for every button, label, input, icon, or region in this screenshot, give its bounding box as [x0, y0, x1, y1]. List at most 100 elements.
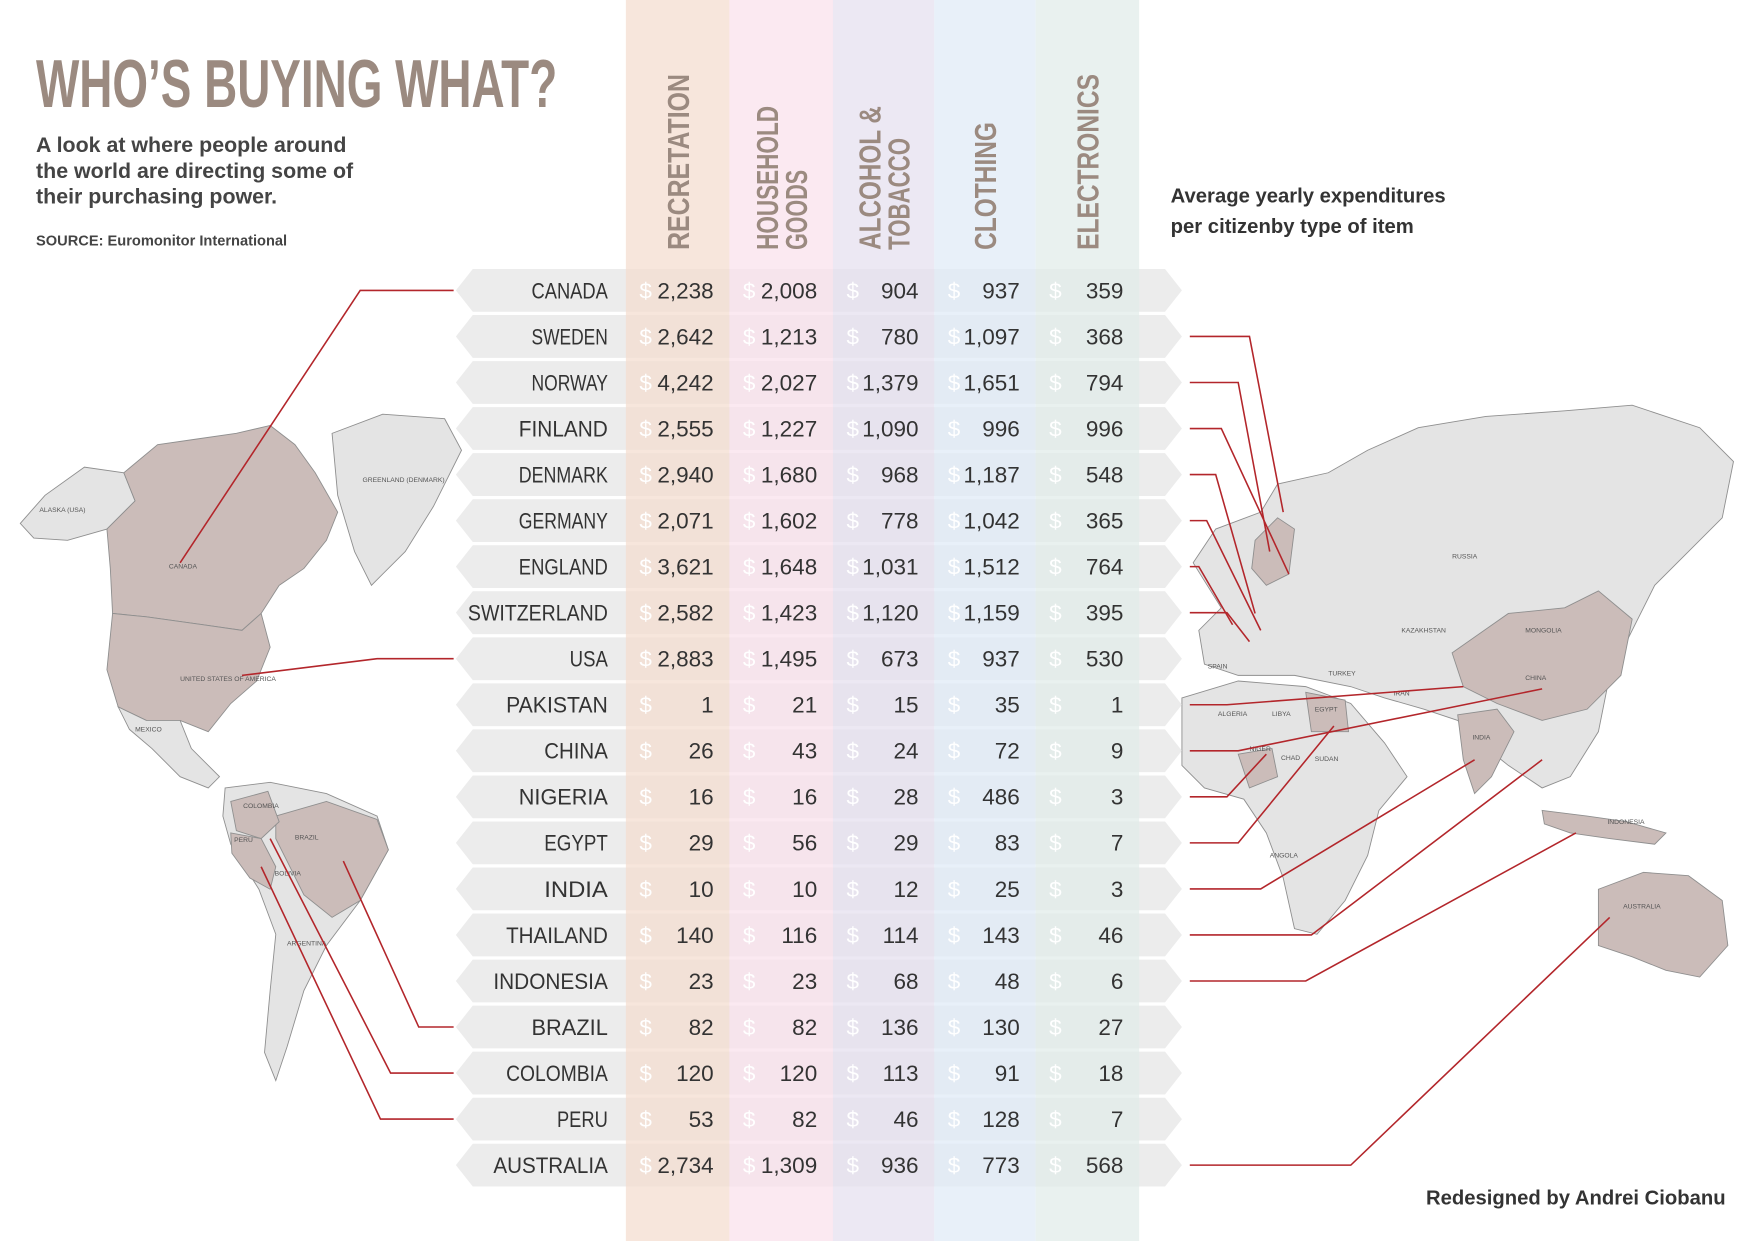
currency-sign: $ — [846, 877, 859, 902]
currency-sign: $ — [1049, 555, 1062, 580]
cell-value: 1 — [1111, 693, 1124, 718]
cell-value: 4,242 — [657, 370, 713, 395]
cell-value: 48 — [995, 969, 1020, 994]
cell-value: 937 — [982, 278, 1020, 303]
currency-sign: $ — [948, 370, 961, 395]
currency-sign: $ — [639, 923, 652, 948]
map-label: INDIA — [1472, 735, 1491, 742]
currency-sign: $ — [1049, 1107, 1062, 1132]
cell-value: 1 — [701, 693, 714, 718]
cell-value: 2,582 — [657, 601, 713, 626]
currency-sign: $ — [743, 969, 756, 994]
cell-value: 29 — [689, 831, 714, 856]
cell-value: 56 — [792, 831, 817, 856]
currency-sign: $ — [1049, 1153, 1062, 1178]
cell-value: 3,621 — [657, 555, 713, 580]
cell-value: 778 — [881, 508, 919, 533]
leader-line — [1189, 916, 1611, 1166]
country-name: DENMARK — [519, 462, 608, 487]
country-name: SWEDEN — [532, 324, 608, 349]
currency-sign: $ — [948, 462, 961, 487]
land-egypt — [1305, 691, 1350, 733]
currency-sign: $ — [639, 831, 652, 856]
cell-value: 82 — [792, 1107, 817, 1132]
leader-line — [241, 657, 454, 677]
map-label: KAZAKHSTAN — [1401, 628, 1446, 635]
cell-value: 2,734 — [657, 1153, 713, 1178]
cell-value: 937 — [982, 647, 1020, 672]
cell-value: 936 — [881, 1153, 919, 1178]
cell-value: 16 — [792, 785, 817, 810]
map-label: UNITED STATES OF AMERICA — [180, 676, 276, 683]
leader-line — [1189, 519, 1262, 631]
country-name: COLOMBIA — [506, 1061, 608, 1086]
cell-value: 1,031 — [862, 555, 918, 580]
country-name: PAKISTAN — [506, 693, 608, 718]
currency-sign: $ — [1049, 370, 1062, 395]
leader-line — [1189, 381, 1271, 552]
currency-sign: $ — [743, 1061, 756, 1086]
cell-value: 23 — [792, 969, 817, 994]
cell-value: 26 — [689, 739, 714, 764]
currency-sign: $ — [846, 693, 859, 718]
currency-sign: $ — [1049, 1061, 1062, 1086]
cell-value: 6 — [1111, 969, 1124, 994]
cell-value: 673 — [881, 647, 919, 672]
currency-sign: $ — [948, 278, 961, 303]
currency-sign: $ — [743, 647, 756, 672]
cell-value: 548 — [1086, 462, 1124, 487]
cell-value: 28 — [893, 785, 918, 810]
country-name: EGYPT — [544, 831, 608, 856]
land-africa — [1181, 680, 1408, 935]
currency-sign: $ — [1049, 324, 1062, 349]
cell-value: 1,495 — [761, 647, 817, 672]
currency-sign: $ — [846, 739, 859, 764]
country-name: NORWAY — [532, 370, 608, 395]
map-label: ALASKA (USA) — [39, 507, 85, 514]
column-header: HOUSEHOLD — [751, 106, 785, 250]
country-name: ENGLAND — [519, 555, 608, 580]
currency-sign: $ — [846, 1061, 859, 1086]
map-label: RUSSIA — [1452, 553, 1478, 560]
currency-sign: $ — [846, 969, 859, 994]
leader-line — [1189, 611, 1251, 643]
cell-value: 1,651 — [964, 370, 1020, 395]
country-name: INDIA — [544, 877, 608, 902]
leader-line — [269, 838, 454, 1074]
currency-sign: $ — [743, 278, 756, 303]
cell-value: 82 — [792, 1015, 817, 1040]
leader-line — [1189, 832, 1577, 982]
map-label: INDONESIA — [1607, 819, 1645, 826]
currency-sign: $ — [846, 785, 859, 810]
currency-sign: $ — [948, 923, 961, 948]
land-canada — [106, 424, 339, 631]
cell-value: 82 — [689, 1015, 714, 1040]
currency-sign: $ — [846, 647, 859, 672]
currency-sign: $ — [948, 601, 961, 626]
country-name: SWITZERLAND — [468, 601, 608, 626]
column-header: GOODS — [780, 170, 814, 250]
source: SOURCE: Euromonitor International — [36, 233, 287, 249]
country-name: USA — [570, 647, 608, 672]
land-india — [1457, 708, 1515, 795]
currency-sign: $ — [1049, 739, 1062, 764]
cell-value: 114 — [883, 923, 919, 948]
cell-value: 2,008 — [761, 278, 817, 303]
leader-line — [260, 866, 454, 1120]
currency-sign: $ — [743, 877, 756, 902]
cell-value: 1,097 — [964, 324, 1020, 349]
cell-value: 43 — [792, 739, 817, 764]
currency-sign: $ — [948, 785, 961, 810]
leader-line — [1189, 759, 1543, 936]
cell-value: 72 — [995, 739, 1020, 764]
cell-value: 46 — [1098, 923, 1123, 948]
column-header: ELECTRONICS — [1072, 74, 1106, 250]
credit: Redesigned by Andrei Ciobanu — [1426, 1187, 1726, 1209]
title: WHO’S BUYING WHAT? — [36, 47, 557, 122]
cell-value: 486 — [982, 785, 1020, 810]
currency-sign: $ — [743, 508, 756, 533]
map-label: PERU — [234, 837, 253, 844]
cell-value: 7 — [1111, 1107, 1124, 1132]
land-brazil — [275, 800, 389, 918]
subtitle: their purchasing power. — [36, 185, 277, 209]
